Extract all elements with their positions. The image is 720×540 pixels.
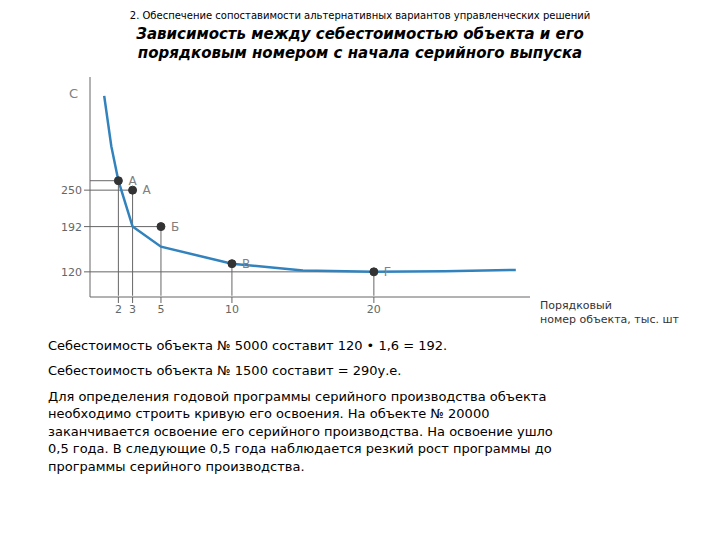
svg-text:250: 250 [61,184,82,197]
svg-text:20: 20 [367,302,381,315]
svg-text:Б: Б [171,219,179,233]
svg-text:А: А [143,183,152,197]
svg-text:А: А [128,173,137,187]
svg-text:10: 10 [225,302,239,315]
html-text:Для определения годовой програ: Для определения годовой программы серийн… [48,388,553,474]
html-text:Зависимость между себестоимост: Зависимость между себестоимостью объекта… [136,25,584,62]
html-text:2. Обеспечение сопоставимости: 2. Обеспечение сопоставимости альтернати… [129,10,591,21]
svg-text:3: 3 [129,302,136,315]
html-text:Себестоимость объекта № 5000 с: Себестоимость объекта № 5000 составит 12… [48,337,448,353]
svg-text:Порядковыйномер объекта, тыс.: Порядковыйномер объекта, тыс. шт [540,299,680,326]
svg-text:192: 192 [61,220,82,233]
svg-text:2: 2 [115,302,122,315]
svg-text:5: 5 [157,302,164,315]
svg-text:В: В [242,256,250,270]
svg-text:120: 120 [61,265,82,278]
svg-text:С: С [69,86,78,101]
html-text:Себестоимость объекта № 1500 с: Себестоимость объекта № 1500 составит = … [48,363,402,378]
svg-text:Г: Г [384,265,391,279]
